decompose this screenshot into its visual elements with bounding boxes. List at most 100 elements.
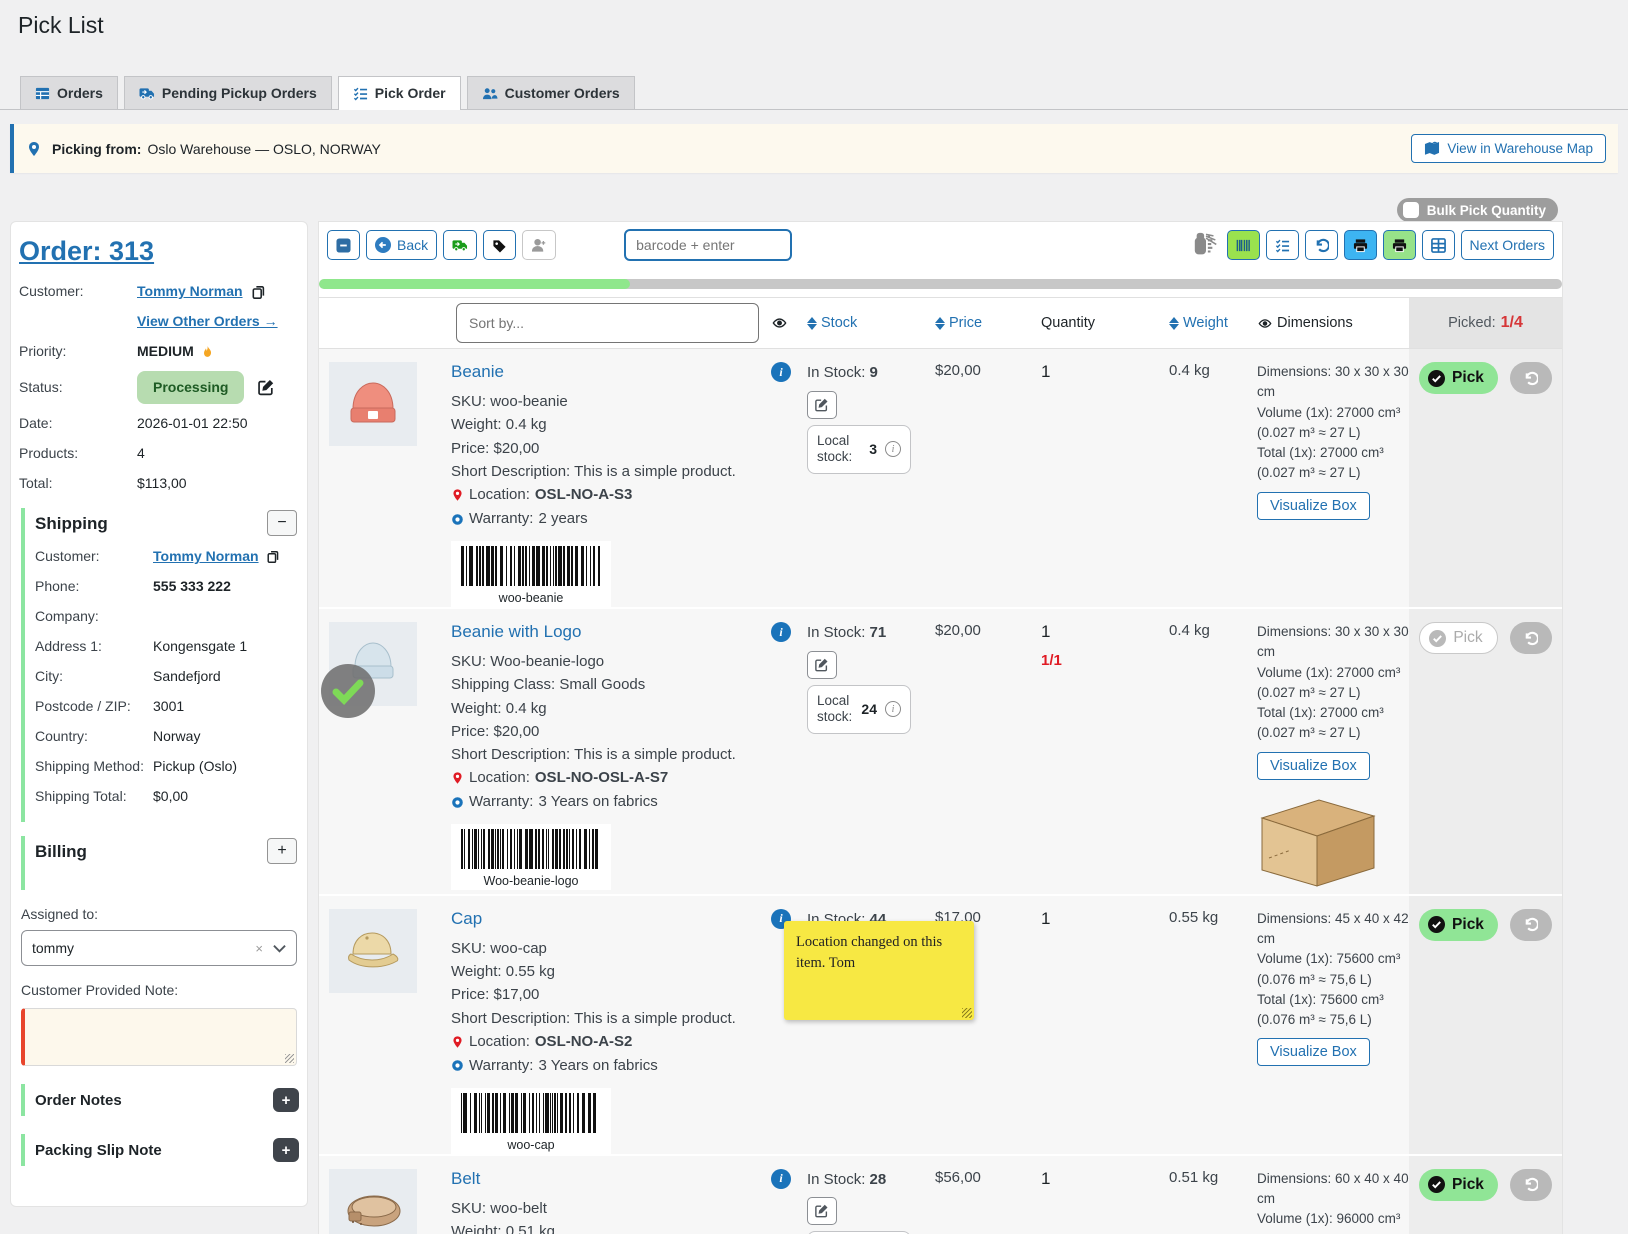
print-button[interactable]: [1343, 230, 1377, 260]
resize-grip[interactable]: [285, 1054, 294, 1063]
tab-pending-pickup-orders[interactable]: Pending Pickup Orders: [123, 76, 332, 109]
visualize-box-button[interactable]: Visualize Box: [1257, 751, 1370, 780]
priority-value: MEDIUM: [137, 343, 194, 359]
pick-button-disabled[interactable]: Pick: [1419, 622, 1498, 654]
pick-button[interactable]: Pick: [1419, 362, 1498, 394]
sort-by-select[interactable]: Sort by...: [456, 303, 759, 343]
pick-button[interactable]: Pick: [1419, 908, 1498, 941]
collapse-panel-button[interactable]: [327, 230, 360, 260]
pick-button[interactable]: Pick: [1419, 1168, 1498, 1201]
back-button[interactable]: Back: [366, 230, 438, 260]
city-value: Sandefjord: [153, 668, 221, 684]
next-orders-button[interactable]: Next Orders: [1460, 230, 1554, 260]
order-sidebar: Order: 313 Customer: Tommy Norman View O…: [10, 221, 308, 1207]
sort-stock-header[interactable]: Stock: [807, 315, 935, 331]
pick-order-panel: Back: [318, 221, 1563, 1234]
customer-note-textarea[interactable]: [21, 1008, 297, 1066]
picked-counter: Picked: 1/4: [1409, 298, 1562, 348]
pick-progress-bar: [319, 279, 1562, 289]
bulk-pick-checkbox[interactable]: [1402, 202, 1419, 218]
address1-label: Address 1:: [35, 638, 102, 654]
product-image: [321, 622, 417, 718]
shipping-truck-button[interactable]: [443, 230, 478, 260]
edit-stock-button[interactable]: [807, 650, 837, 679]
price-header-label: Price: [949, 315, 983, 331]
tag-button[interactable]: [483, 230, 517, 260]
customer-link[interactable]: Tommy Norman: [137, 283, 243, 299]
tab-orders[interactable]: Orders: [20, 76, 118, 109]
shipping-method-value: Pickup (Oslo): [153, 758, 238, 774]
info-icon[interactable]: i: [771, 622, 791, 642]
reset-picks-button[interactable]: [1304, 230, 1338, 260]
sort-price-header[interactable]: Price: [935, 315, 1041, 331]
copy-icon[interactable]: [252, 285, 266, 300]
minimize-icon: [336, 237, 351, 253]
info-icon[interactable]: i: [885, 701, 901, 718]
info-icon[interactable]: i: [885, 441, 901, 458]
resize-grip[interactable]: [962, 1007, 972, 1018]
dimensions-header[interactable]: Dimensions: [1257, 315, 1409, 331]
pick-toolbar: Back: [319, 222, 1562, 267]
visualize-box-button[interactable]: Visualize Box: [1257, 491, 1370, 520]
billing-expand-button[interactable]: +: [267, 838, 297, 864]
product-row-beanie-with-logo: Beanie with Logo SKU: Woo-beanie-logo Sh…: [319, 609, 1562, 896]
assign-person-button[interactable]: [522, 230, 557, 260]
product-name-link[interactable]: Beanie with Logo: [451, 622, 582, 641]
in-stock-value: 9: [869, 364, 878, 381]
order-title-link[interactable]: Order: 313: [19, 236, 155, 266]
postcode-value: 3001: [153, 698, 185, 714]
dimensions-cell: Dimensions: 60 x 40 x 40 cm Volume (1x): …: [1257, 1170, 1409, 1234]
beanie-image: [350, 382, 396, 423]
address1-value: Kongensgate 1: [153, 638, 248, 654]
print-packing-slip-button[interactable]: [1382, 230, 1416, 260]
copy-icon[interactable]: [267, 550, 280, 564]
in-stock-value: 71: [869, 624, 887, 641]
product-name-link[interactable]: Cap: [451, 908, 483, 928]
clear-selection-icon[interactable]: ×: [255, 940, 263, 956]
customer-note-label: Customer Provided Note:: [21, 982, 179, 998]
view-warehouse-map-label: View in Warehouse Map: [1447, 141, 1593, 156]
undo-pick-button[interactable]: [1509, 908, 1552, 941]
assigned-to-select[interactable]: tommy ×: [21, 930, 297, 966]
picking-from-banner: Picking from: Oslo Warehouse — OSLO, NORW…: [10, 124, 1618, 173]
edit-status-icon[interactable]: [258, 379, 275, 396]
bulk-pick-quantity-toggle[interactable]: Bulk Pick Quantity: [1396, 198, 1558, 222]
product-name-link[interactable]: Belt: [451, 1168, 481, 1188]
pick-list-view-button[interactable]: [1265, 230, 1299, 260]
tab-customer-orders[interactable]: Customer Orders: [466, 76, 635, 109]
edit-stock-button[interactable]: [807, 1197, 837, 1226]
country-label: Country:: [35, 728, 88, 744]
products-count: 4: [137, 445, 145, 461]
view-other-orders-link[interactable]: View Other Orders →: [137, 313, 278, 329]
scan-mode-button[interactable]: [1226, 230, 1260, 260]
visibility-eye-icon[interactable]: [771, 316, 788, 330]
picking-from-label: Picking from:: [52, 140, 142, 157]
product-name-link[interactable]: Beanie: [451, 362, 504, 381]
priority-label: Priority:: [19, 343, 67, 359]
add-order-note-button[interactable]: +: [273, 1088, 299, 1112]
info-icon[interactable]: i: [771, 1168, 791, 1189]
shipping-customer-link[interactable]: Tommy Norman: [153, 548, 259, 564]
grid-view-button[interactable]: [1421, 230, 1455, 260]
shipping-method-label: Shipping Method:: [35, 758, 144, 774]
shipping-collapse-button[interactable]: −: [267, 510, 297, 536]
barcode-input[interactable]: [624, 229, 793, 261]
undo-pick-button[interactable]: [1509, 1168, 1552, 1201]
sort-arrows-icon: [1169, 316, 1179, 330]
item-sticky-note[interactable]: Location changed on this item. Tom: [784, 920, 974, 1020]
weight-cell: 0.55 kg: [1169, 908, 1219, 926]
sort-weight-header[interactable]: Weight: [1169, 315, 1257, 331]
tab-pick-order[interactable]: Pick Order: [337, 76, 461, 110]
undo-pick-button[interactable]: [1509, 362, 1552, 394]
local-stock-box: Local stock: 3 i: [807, 424, 911, 475]
add-packing-slip-note-button[interactable]: +: [273, 1138, 299, 1162]
picked-check-overlay: [321, 664, 375, 718]
phone-value: 555 333 222: [153, 578, 231, 594]
undo-pick-button[interactable]: [1509, 622, 1552, 654]
check-circle-icon: [1428, 1176, 1446, 1194]
view-warehouse-map-button[interactable]: View in Warehouse Map: [1411, 134, 1606, 163]
visualize-box-button[interactable]: Visualize Box: [1257, 1038, 1370, 1067]
edit-icon: [815, 1204, 828, 1218]
edit-stock-button[interactable]: [807, 390, 837, 419]
info-icon[interactable]: i: [771, 362, 791, 382]
